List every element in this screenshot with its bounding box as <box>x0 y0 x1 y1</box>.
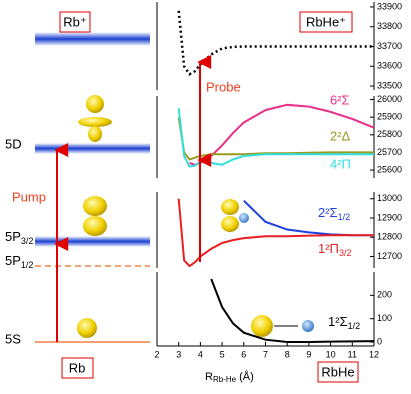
x-tick-label: 9 <box>306 349 311 359</box>
x-tick-label: 8 <box>285 349 290 359</box>
x-axis-label: RRb-He (Å) <box>205 370 254 384</box>
ion-label: Rb⁺ <box>63 14 86 29</box>
label-box <box>59 11 91 33</box>
series-label: 6²Σ <box>330 92 350 107</box>
orbital <box>77 95 314 338</box>
y-tick-label: 12900 <box>377 212 402 222</box>
series-line <box>177 198 374 268</box>
x-tick-label: 2 <box>154 349 159 359</box>
y-tick-label: 200 <box>377 290 392 300</box>
level <box>35 143 150 154</box>
y-tick-label: 0 <box>377 336 382 346</box>
series-label: 1²Π3/2 <box>318 241 351 258</box>
x-tick-label: 11 <box>348 349 357 359</box>
x-tick-label: 10 <box>326 349 336 359</box>
pump-label: Pump <box>12 189 46 204</box>
box-label: RbHe⁺ <box>306 14 346 29</box>
y-tick-label: 33800 <box>377 21 402 31</box>
x-tick-label: 3 <box>176 349 181 359</box>
y-tick-label: 12700 <box>377 251 402 261</box>
x-tick-label: 6 <box>241 349 246 359</box>
label-box <box>317 361 359 383</box>
level-label: 5P1/2 <box>5 253 33 270</box>
y-tick-label: 13000 <box>377 193 402 203</box>
x-tick-label: 7 <box>263 349 268 359</box>
label-box <box>61 357 94 379</box>
series-line <box>210 278 374 344</box>
ion-level <box>35 32 150 46</box>
y-tick-label: 25900 <box>377 112 402 122</box>
y-tick-label: 12800 <box>377 232 402 242</box>
series-line <box>177 117 374 161</box>
y-tick-label: 100 <box>377 313 392 323</box>
level <box>35 236 150 247</box>
plots: 33500 33600 33700 33800 33900 25600 25700 25800… <box>154 1 402 359</box>
y-tick-label: 25800 <box>377 129 402 139</box>
level-label: 5P3/2 <box>5 229 33 246</box>
probe-label: Probe <box>206 79 241 94</box>
series-label: 4²Π <box>330 156 351 171</box>
level-label: 5S <box>5 331 21 346</box>
label-box <box>299 11 353 33</box>
y-tick-label: 33700 <box>377 41 402 51</box>
y-tick-label: 25700 <box>377 147 402 157</box>
y-tick-label: 33500 <box>377 80 402 90</box>
series-line <box>177 108 374 168</box>
y-tick-label: 33900 <box>377 1 402 11</box>
x-tick-label: 4 <box>198 349 203 359</box>
y-tick-label: 33600 <box>377 61 402 71</box>
series-label: 2²Δ <box>330 128 351 143</box>
series-label: 1²Σ1/2 <box>328 314 360 331</box>
x-tick-label: 12 <box>369 349 379 359</box>
level-label: 5D <box>5 136 22 151</box>
series-label: 2²Σ1/2 <box>318 205 350 222</box>
box-label: RbHe <box>321 364 354 379</box>
y-tick-label: 25600 <box>377 164 402 174</box>
atom-label: Rb <box>69 360 86 375</box>
x-tick-label: 5 <box>220 349 225 359</box>
series-line <box>243 199 374 237</box>
y-tick-label: 26000 <box>377 94 402 104</box>
